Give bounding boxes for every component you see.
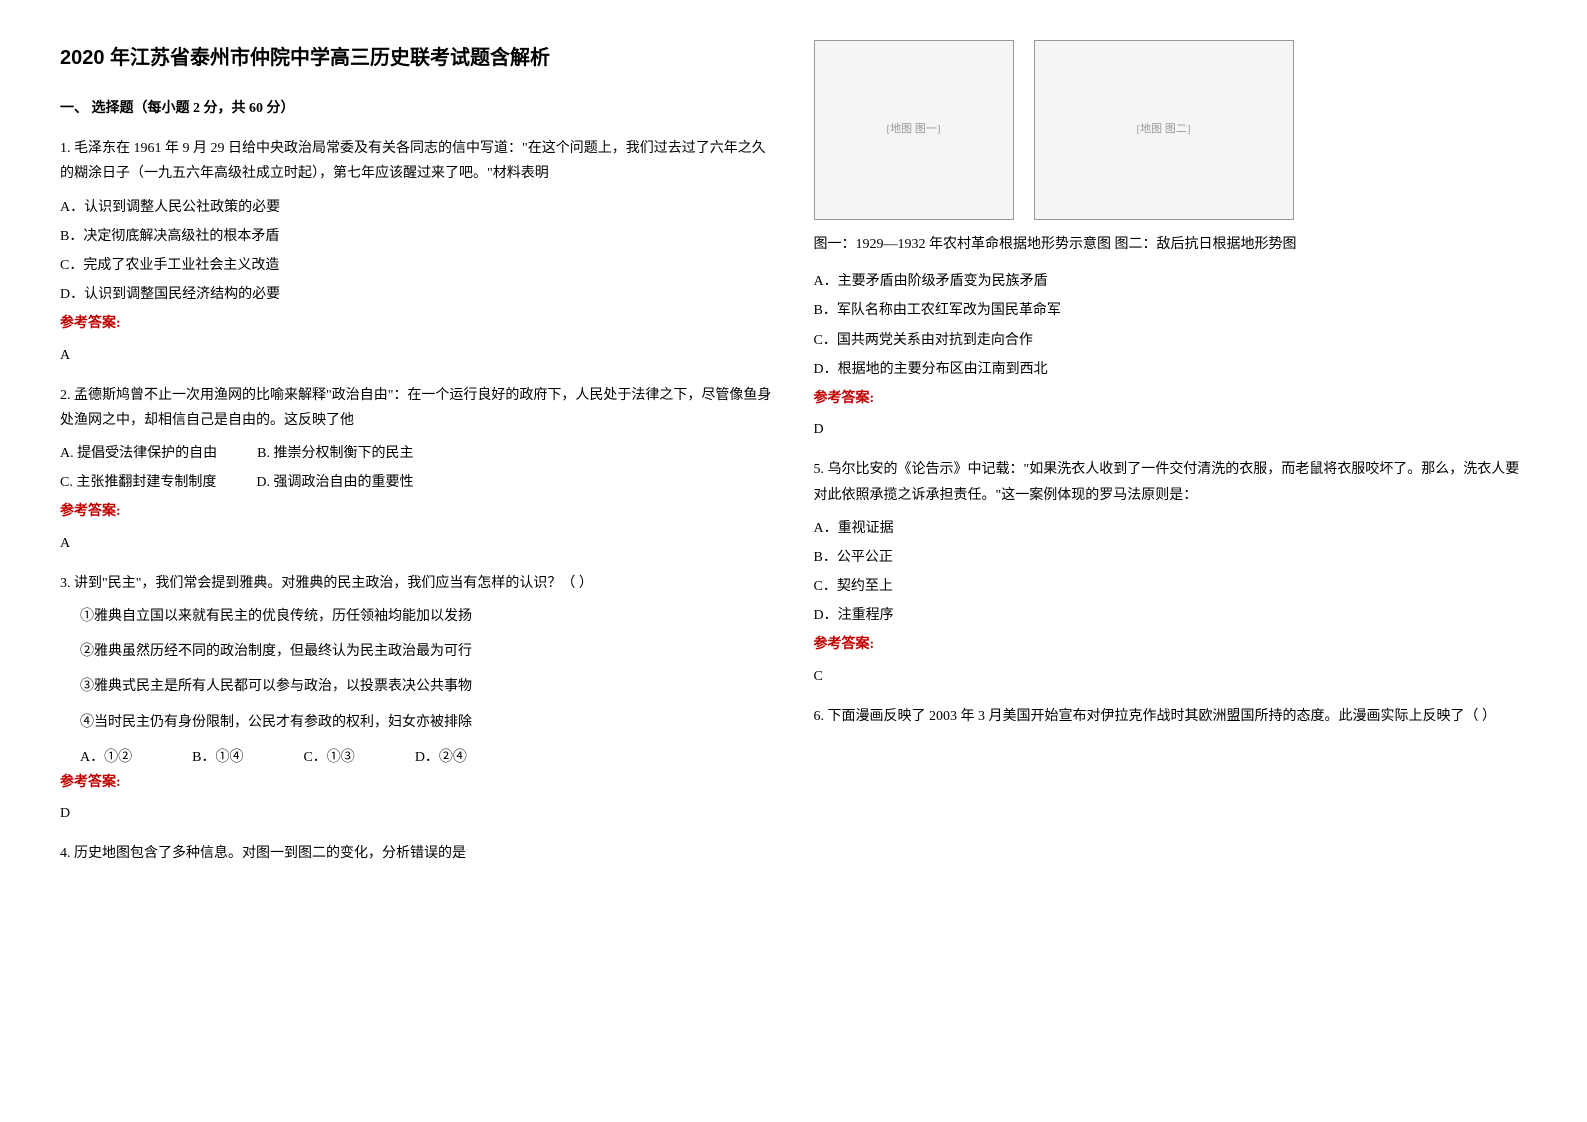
q5-option-b: B．公平公正 xyxy=(814,545,1528,570)
question-1: 1. 毛泽东在 1961 年 9 月 29 日给中央政治局常委及有关各同志的信中… xyxy=(60,136,774,368)
q4-option-a: A．主要矛盾由阶级矛盾变为民族矛盾 xyxy=(814,269,1528,294)
q3-answer: D xyxy=(60,801,774,826)
q5-answer: C xyxy=(814,664,1528,689)
q4-stem: 4. 历史地图包含了多种信息。对图一到图二的变化，分析错误的是 xyxy=(60,841,774,866)
q5-option-a: A．重视证据 xyxy=(814,516,1528,541)
q1-answer-label: 参考答案: xyxy=(60,311,774,336)
q5-option-c: C．契约至上 xyxy=(814,574,1528,599)
q4-answer: D xyxy=(814,417,1528,442)
q6-stem: 6. 下面漫画反映了 2003 年 3 月美国开始宣布对伊拉克作战时其欧洲盟国所… xyxy=(814,704,1528,729)
q1-option-b: B．决定彻底解决高级社的根本矛盾 xyxy=(60,224,774,249)
section-heading: 一、 选择题（每小题 2 分，共 60 分） xyxy=(60,96,774,121)
q2-option-a: A. 提倡受法律保护的自由 xyxy=(60,441,217,466)
q3-option-b: B．①④ xyxy=(192,745,243,770)
q3-sub1: ①雅典自立国以来就有民主的优良传统，历任领袖均能加以发扬 xyxy=(80,604,774,629)
q4-option-b: B．军队名称由工农红军改为国民革命军 xyxy=(814,298,1528,323)
q1-option-a: A．认识到调整人民公社政策的必要 xyxy=(60,195,774,220)
page-title: 2020 年江苏省泰州市仲院中学高三历史联考试题含解析 xyxy=(60,40,774,76)
q3-option-d: D．②④ xyxy=(415,745,467,770)
q2-option-b: B. 推崇分权制衡下的民主 xyxy=(257,441,413,466)
q3-answer-label: 参考答案: xyxy=(60,770,774,795)
q1-option-c: C．完成了农业手工业社会主义改造 xyxy=(60,253,774,278)
q1-option-d: D．认识到调整国民经济结构的必要 xyxy=(60,282,774,307)
q1-stem: 1. 毛泽东在 1961 年 9 月 29 日给中央政治局常委及有关各同志的信中… xyxy=(60,136,774,186)
q3-stem: 3. 讲到"民主"，我们常会提到雅典。对雅典的民主政治，我们应当有怎样的认识？（… xyxy=(60,571,774,596)
q3-sub3: ③雅典式民主是所有人民都可以参与政治，以投票表决公共事物 xyxy=(80,674,774,699)
q4-option-d: D．根据地的主要分布区由江南到西北 xyxy=(814,357,1528,382)
q5-answer-label: 参考答案: xyxy=(814,632,1528,657)
question-4-stem: 4. 历史地图包含了多种信息。对图一到图二的变化，分析错误的是 xyxy=(60,841,774,866)
q2-option-d: D. 强调政治自由的重要性 xyxy=(256,470,413,495)
q4-map2: [地图 图二] xyxy=(1034,40,1294,220)
q2-answer-label: 参考答案: xyxy=(60,499,774,524)
question-6: 6. 下面漫画反映了 2003 年 3 月美国开始宣布对伊拉克作战时其欧洲盟国所… xyxy=(814,704,1528,729)
q2-answer: A xyxy=(60,531,774,556)
q4-maps: [地图 图一] [地图 图二] xyxy=(814,40,1528,220)
q4-answer-label: 参考答案: xyxy=(814,386,1528,411)
q5-option-d: D．注重程序 xyxy=(814,603,1528,628)
q1-answer: A xyxy=(60,343,774,368)
question-2: 2. 孟德斯鸠曾不止一次用渔网的比喻来解释"政治自由"：在一个运行良好的政府下，… xyxy=(60,383,774,556)
q4-map1: [地图 图一] xyxy=(814,40,1014,220)
q4-option-c: C．国共两党关系由对抗到走向合作 xyxy=(814,328,1528,353)
q3-sub4: ④当时民主仍有身份限制，公民才有参政的权利，妇女亦被排除 xyxy=(80,710,774,735)
question-3: 3. 讲到"民主"，我们常会提到雅典。对雅典的民主政治，我们应当有怎样的认识？（… xyxy=(60,571,774,827)
q3-sub2: ②雅典虽然历经不同的政治制度，但最终认为民主政治最为可行 xyxy=(80,639,774,664)
question-4-options: A．主要矛盾由阶级矛盾变为民族矛盾 B．军队名称由工农红军改为国民革命军 C．国… xyxy=(814,269,1528,442)
question-5: 5. 乌尔比安的《论告示》中记载："如果洗衣人收到了一件交付清洗的衣服，而老鼠将… xyxy=(814,457,1528,689)
q3-option-a: A．①② xyxy=(80,745,132,770)
q2-stem: 2. 孟德斯鸠曾不止一次用渔网的比喻来解释"政治自由"：在一个运行良好的政府下，… xyxy=(60,383,774,433)
q5-stem: 5. 乌尔比安的《论告示》中记载："如果洗衣人收到了一件交付清洗的衣服，而老鼠将… xyxy=(814,457,1528,507)
q3-option-c: C．①③ xyxy=(303,745,354,770)
q2-option-c: C. 主张推翻封建专制制度 xyxy=(60,470,216,495)
q4-caption: 图一：1929—1932 年农村革命根据地形势示意图 图二：敌后抗日根据地形势图 xyxy=(814,232,1528,257)
